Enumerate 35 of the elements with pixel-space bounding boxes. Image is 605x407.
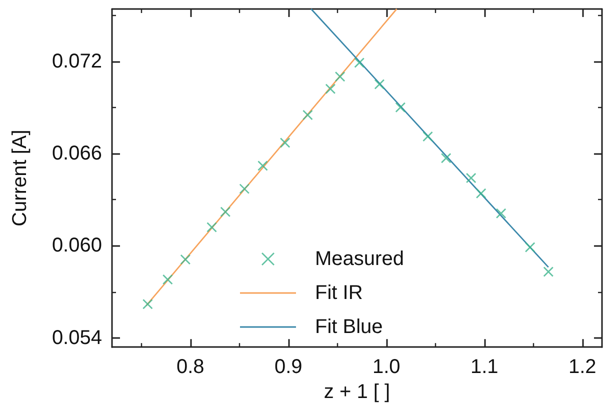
- point: [142, 298, 153, 310]
- x-axis-title: z + 1 [ ]: [324, 381, 390, 403]
- x-tick-label: 1.0: [372, 356, 400, 378]
- legend-label: Measured: [315, 248, 404, 270]
- x-tick-label: 1.1: [470, 356, 498, 378]
- y-tick-label: 0.066: [52, 142, 102, 164]
- point: [206, 222, 217, 232]
- point: [466, 172, 476, 184]
- point: [180, 254, 191, 265]
- y-tick-label: 0.054: [52, 326, 102, 349]
- x-tick-label: 0.8: [176, 356, 204, 378]
- x-tick-label: 0.9: [274, 356, 302, 378]
- point: [220, 206, 231, 218]
- point: [258, 160, 268, 171]
- point: [440, 152, 452, 164]
- point: [354, 58, 365, 68]
- y-tick-label: 0.060: [52, 234, 102, 257]
- point: [302, 110, 313, 120]
- point: [543, 266, 554, 277]
- point: [422, 131, 433, 142]
- point: [374, 79, 385, 90]
- x-tick-label: 1.2: [568, 356, 596, 378]
- point: [334, 71, 346, 82]
- y-tick-label: 0.072: [52, 50, 102, 72]
- point: [162, 274, 173, 285]
- legend-label: Fit IR: [315, 282, 363, 304]
- point: [325, 84, 336, 94]
- point: [476, 188, 486, 199]
- point: [524, 242, 536, 252]
- legend-label: Fit Blue: [315, 316, 383, 338]
- point: [496, 208, 506, 219]
- point: [280, 138, 290, 148]
- y-axis-title: Current [A]: [9, 130, 31, 226]
- point: [395, 102, 406, 113]
- point: [239, 184, 250, 194]
